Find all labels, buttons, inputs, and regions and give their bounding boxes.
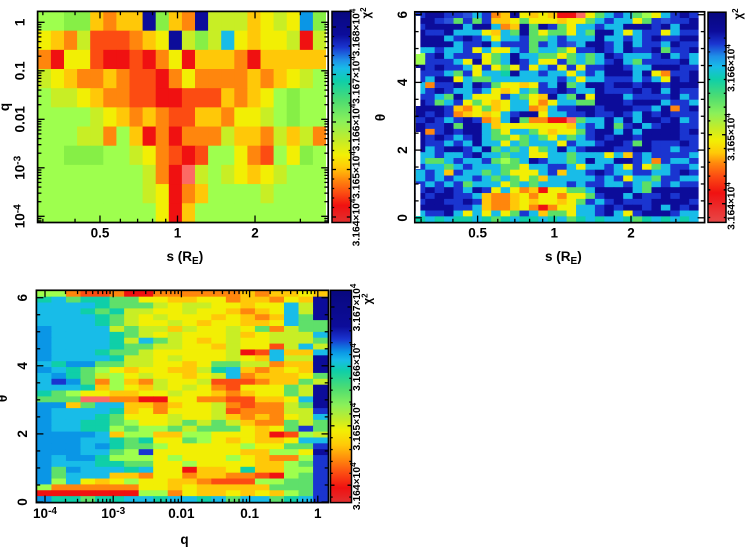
svg-text:3.167×104: 3.167×104 <box>349 56 363 104</box>
svg-text:1: 1 <box>551 226 559 241</box>
svg-text:3.164×104: 3.164×104 <box>349 462 363 510</box>
svg-text:0.1: 0.1 <box>13 61 28 80</box>
svg-text:χ2: χ2 <box>359 7 373 19</box>
svg-text:0.5: 0.5 <box>91 226 110 241</box>
svg-text:0.5: 0.5 <box>468 226 487 241</box>
svg-text:2: 2 <box>251 226 259 241</box>
svg-text:q: q <box>180 532 188 547</box>
svg-text:3.168×104: 3.168×104 <box>349 8 363 56</box>
svg-text:3.167×104: 3.167×104 <box>349 283 363 331</box>
svg-text:2: 2 <box>395 146 410 154</box>
svg-text:4: 4 <box>395 78 410 86</box>
svg-text:3.164×104: 3.164×104 <box>724 182 738 230</box>
svg-text:4: 4 <box>15 362 30 370</box>
svg-text:3.166×104: 3.166×104 <box>349 103 363 151</box>
svg-text:3.164×104: 3.164×104 <box>349 198 363 246</box>
svg-text:3.166×104: 3.166×104 <box>724 44 738 92</box>
svg-text:q: q <box>0 103 12 111</box>
svg-text:2: 2 <box>15 430 30 438</box>
svg-text:θ: θ <box>373 114 388 121</box>
svg-text:1: 1 <box>174 226 182 241</box>
svg-text:3.165×104: 3.165×104 <box>349 402 363 450</box>
svg-text:χ2: χ2 <box>731 8 745 20</box>
svg-text:0.01: 0.01 <box>13 106 28 133</box>
svg-text:0.1: 0.1 <box>240 506 259 521</box>
svg-text:χ2: χ2 <box>361 293 375 305</box>
svg-text:3.165×104: 3.165×104 <box>349 151 363 199</box>
svg-text:θ: θ <box>0 395 10 402</box>
svg-text:1: 1 <box>13 18 28 26</box>
svg-text:1: 1 <box>314 506 322 521</box>
svg-text:0: 0 <box>15 498 30 506</box>
svg-text:6: 6 <box>15 293 30 301</box>
svg-text:0: 0 <box>395 214 410 222</box>
svg-text:3.166×104: 3.166×104 <box>349 343 363 391</box>
svg-text:2: 2 <box>627 226 635 241</box>
svg-text:0.01: 0.01 <box>168 506 195 521</box>
svg-text:3.165×104: 3.165×104 <box>724 113 738 161</box>
svg-text:6: 6 <box>395 10 410 18</box>
